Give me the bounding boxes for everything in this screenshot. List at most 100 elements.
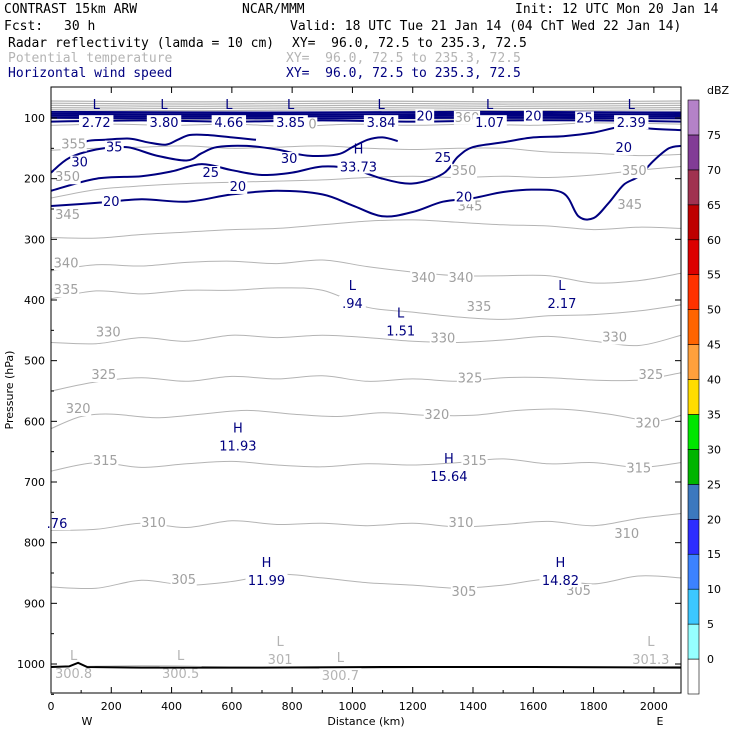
extremum-value: 3.84 xyxy=(367,116,396,131)
theta-label-bg xyxy=(140,516,167,531)
x-tick-label: 2000 xyxy=(640,700,668,713)
extremum-low-marker: L xyxy=(337,651,345,666)
colorbar-level-label: 55 xyxy=(707,269,721,282)
theta-label-bg xyxy=(423,408,450,423)
field-wind-name: Horizontal wind speed xyxy=(8,66,173,81)
extremum-value: 15.64 xyxy=(430,470,467,485)
y-tick-label: 800 xyxy=(24,537,45,550)
theta-label-bg xyxy=(450,164,478,179)
theta-label: 315 xyxy=(626,461,651,476)
theta-label: 325 xyxy=(638,368,663,383)
theta-label-bg xyxy=(60,137,87,152)
x-tick-label: 800 xyxy=(282,700,303,713)
west-marker: W xyxy=(82,715,93,728)
theta-label-bg xyxy=(410,270,437,285)
wind-label-bg xyxy=(101,195,121,210)
theta-label: 345 xyxy=(617,198,642,213)
theta-label: 340 xyxy=(449,271,474,286)
y-axis: 100 200 300 400 500 600 700 800 900 1000 xyxy=(17,112,681,695)
colorbar-level-label: 0 xyxy=(707,653,714,666)
extremum-low-marker: L xyxy=(225,98,233,113)
wind-label: 25 xyxy=(576,111,593,126)
colorbar-level-label: 30 xyxy=(707,443,721,456)
plot-frame xyxy=(50,86,682,694)
extremum-value-bg xyxy=(539,573,582,588)
theta-label: 310 xyxy=(449,516,474,531)
colorbar-level-label: 20 xyxy=(707,513,721,526)
theta-label-bg xyxy=(447,270,475,285)
x-tick-label: 1200 xyxy=(399,700,427,713)
theta-label-bg xyxy=(601,330,628,345)
x-tick-label: 1600 xyxy=(519,700,547,713)
extremum-value-bg xyxy=(337,159,380,174)
theta-label-bg xyxy=(456,371,484,386)
wind-label-bg xyxy=(104,140,124,155)
theta-contour-330 xyxy=(51,334,681,347)
colorbar-level-label: 40 xyxy=(707,374,721,387)
theta-label: 340 xyxy=(54,256,79,271)
extremum-value: 1.07 xyxy=(475,116,504,131)
extremum-value-bg xyxy=(146,115,182,130)
extremum-value-bg xyxy=(629,652,672,667)
theta-label: 320 xyxy=(66,402,91,417)
wind-label-bg xyxy=(279,152,299,167)
theta-label-bg xyxy=(637,368,664,383)
colorbar-unit: dBZ xyxy=(707,84,730,97)
theta-label: 325 xyxy=(458,372,483,387)
colorbar-swatch xyxy=(687,379,700,415)
extremum-low-marker: L xyxy=(647,635,655,650)
theta-contour-upper xyxy=(51,100,681,103)
wind-label-bg xyxy=(454,190,474,205)
theta-label-bg xyxy=(54,207,81,222)
extremum-value: 2.39 xyxy=(617,116,646,131)
colorbar-swatch xyxy=(687,239,700,276)
y-tick-label: 900 xyxy=(24,597,45,610)
colorbar-swatch xyxy=(687,309,700,345)
colorbar-swatch xyxy=(687,169,700,206)
colorbar-level-label: 60 xyxy=(707,234,721,247)
theta-contour-335 xyxy=(51,287,681,320)
extrema-markers: L 2.72 L 3.80 L 4.66 L 3.85 L 3.84 L 1.07 L 2.39 H 33.7… xyxy=(43,98,672,684)
theta-label-bg xyxy=(52,256,80,271)
extremum-value-bg xyxy=(79,115,114,130)
wind-label-bg xyxy=(70,155,90,170)
extremum-high-marker: H xyxy=(444,452,454,467)
theta-label-bg xyxy=(613,526,640,541)
extremum-low-marker: L xyxy=(287,98,295,113)
extremum-value: 300.8 xyxy=(55,667,92,682)
extremum-value-bg xyxy=(43,516,71,531)
theta-label-bg xyxy=(65,401,92,416)
extremum-low-marker: L xyxy=(349,279,357,294)
x-tick-label: 600 xyxy=(221,700,242,713)
wind-label: 20 xyxy=(525,110,542,125)
colorbar-swatch xyxy=(687,274,700,310)
theta-label-bg xyxy=(461,454,488,469)
wind-label: 20 xyxy=(103,195,120,210)
extremum-value-bg xyxy=(216,438,259,453)
init-time: Init: 12 UTC Mon 20 Jan 14 xyxy=(515,2,719,17)
extremum-high-marker: H xyxy=(354,142,364,157)
colorbar-swatch xyxy=(687,623,700,660)
y-tick-label: 700 xyxy=(24,476,45,489)
extremum-value-bg xyxy=(363,115,399,130)
reflectivity-colorbar: 0 5 10 15 20 25 30 35 40 45 50 55 60 65 70 75 xyxy=(687,99,721,695)
colorbar-level-label: 35 xyxy=(707,408,721,421)
y-tick-label: 300 xyxy=(24,233,45,246)
theta-contour-355 xyxy=(51,145,681,157)
extremum-value: 1.51 xyxy=(386,324,415,339)
wind-label: 30 xyxy=(281,152,298,167)
wind-label: 20 xyxy=(417,110,434,125)
colorbar-swatch xyxy=(687,658,700,695)
theta-label: 335 xyxy=(467,300,492,315)
organization: NCAR/MMM xyxy=(242,2,305,17)
field-radar-name: Radar reflectivity (lamda = 10 cm) xyxy=(8,36,275,51)
wind-label-bg xyxy=(575,111,594,126)
extremum-value-bg xyxy=(427,468,470,483)
theta-label-bg xyxy=(90,368,117,383)
extremum-value: 14.82 xyxy=(542,574,579,589)
theta-label-bg xyxy=(450,585,478,600)
x-tick-label: 200 xyxy=(101,700,122,713)
colorbar-level-label: 45 xyxy=(707,339,721,352)
theta-label: 315 xyxy=(462,454,487,469)
wind-label: 35 xyxy=(106,141,123,156)
